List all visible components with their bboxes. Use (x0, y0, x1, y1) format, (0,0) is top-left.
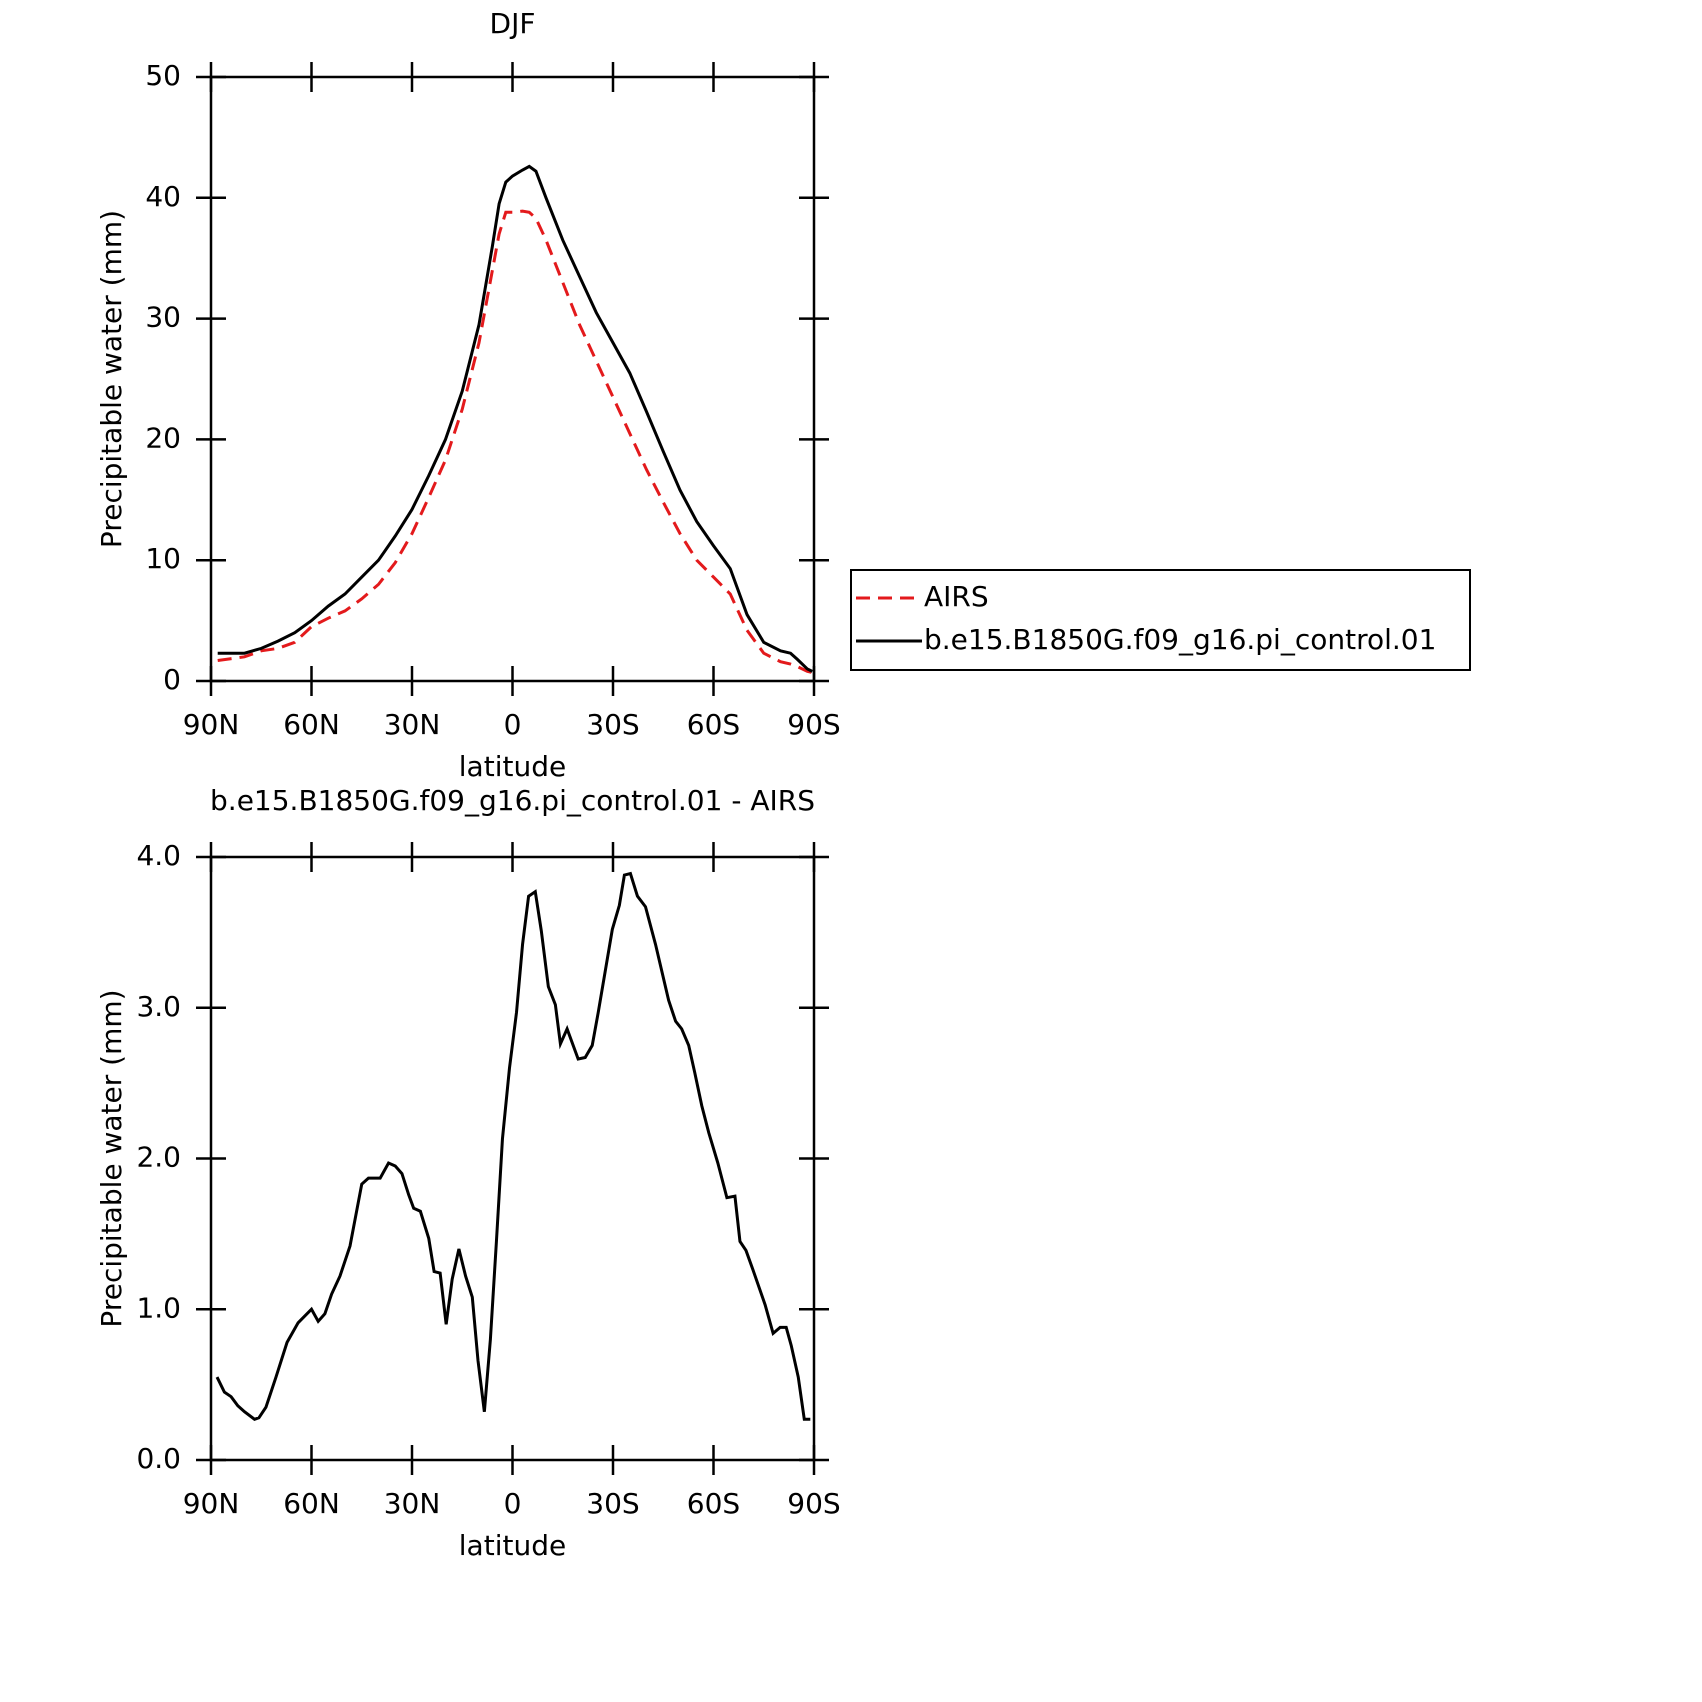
x-tick-label: 60S (687, 1487, 740, 1520)
x-tick-label: 0 (504, 1487, 522, 1520)
x-tick-label: 30N (384, 708, 441, 741)
x-tick-label: 30N (384, 1487, 441, 1520)
y-tick-label: 4.0 (136, 839, 181, 872)
x-tick-label: 60N (283, 1487, 340, 1520)
x-tick-label: 30S (586, 708, 639, 741)
y-tick-label: 2.0 (136, 1141, 181, 1174)
y-tick-label: 20 (145, 421, 181, 454)
x-tick-label: 90S (787, 1487, 840, 1520)
y-tick-label: 10 (145, 542, 181, 575)
chart-title: b.e15.B1850G.f09_g16.pi_control.01 - AIR… (210, 784, 815, 817)
data-line (217, 209, 813, 675)
x-tick-label: 90S (787, 708, 840, 741)
y-tick-label: 0.0 (136, 1442, 181, 1475)
legend-box (850, 569, 1471, 671)
y-tick-label: 30 (145, 301, 181, 334)
legend-label: AIRS (924, 580, 989, 613)
y-tick-label: 50 (145, 59, 181, 92)
data-line (217, 164, 813, 673)
y-tick-label: 0 (163, 663, 181, 696)
x-axis-label: latitude (459, 1529, 566, 1562)
legend: AIRS b.e15.B1850G.f09_g16.pi_control.01 (850, 569, 1471, 671)
data-line (215, 871, 811, 1421)
y-axis-label: Precipitable water (mm) (95, 210, 128, 548)
y-tick-label: 40 (145, 180, 181, 213)
y-tick-label: 1.0 (136, 1291, 181, 1324)
plot-frame (209, 75, 816, 683)
x-tick-label: 30S (586, 1487, 639, 1520)
x-tick-label: 60S (687, 708, 740, 741)
x-tick-label: 0 (504, 708, 522, 741)
x-tick-label: 90N (183, 708, 240, 741)
plot-frame (209, 855, 816, 1462)
x-tick-label: 60N (283, 708, 340, 741)
y-tick-label: 3.0 (136, 990, 181, 1023)
y-axis-label: Precipitable water (mm) (95, 989, 128, 1327)
x-tick-label: 90N (183, 1487, 240, 1520)
x-axis-label: latitude (459, 750, 566, 783)
legend-label: b.e15.B1850G.f09_g16.pi_control.01 (924, 623, 1436, 656)
chart-title: DJF (490, 7, 536, 40)
